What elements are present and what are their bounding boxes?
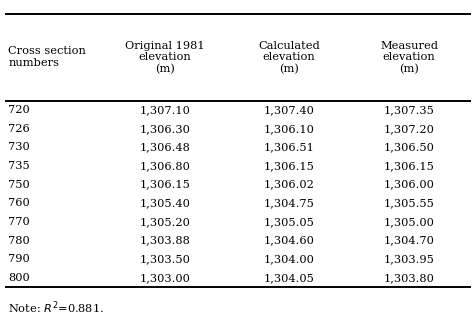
Text: 1,306.10: 1,306.10 bbox=[264, 124, 314, 134]
Text: 1,306.50: 1,306.50 bbox=[383, 142, 435, 152]
Text: 1,306.15: 1,306.15 bbox=[140, 180, 191, 190]
Text: 1,303.50: 1,303.50 bbox=[140, 254, 191, 264]
Text: 1,305.05: 1,305.05 bbox=[264, 217, 314, 227]
Text: 1,304.70: 1,304.70 bbox=[383, 236, 435, 245]
Text: 1,306.02: 1,306.02 bbox=[264, 180, 314, 190]
Text: Note: $R^2$=0.881.: Note: $R^2$=0.881. bbox=[9, 299, 104, 316]
Text: 1,304.05: 1,304.05 bbox=[264, 273, 314, 283]
Text: 1,303.80: 1,303.80 bbox=[383, 273, 435, 283]
Text: 1,305.40: 1,305.40 bbox=[140, 198, 191, 208]
Text: Calculated
elevation
(m): Calculated elevation (m) bbox=[258, 40, 319, 74]
Text: 1,307.20: 1,307.20 bbox=[383, 124, 435, 134]
Text: 1,304.00: 1,304.00 bbox=[264, 254, 314, 264]
Text: 780: 780 bbox=[9, 236, 30, 245]
Text: 1,304.60: 1,304.60 bbox=[264, 236, 314, 245]
Text: 735: 735 bbox=[9, 161, 30, 171]
Text: 730: 730 bbox=[9, 142, 30, 152]
Text: 1,307.40: 1,307.40 bbox=[264, 105, 314, 115]
Text: 726: 726 bbox=[9, 124, 30, 134]
Text: 750: 750 bbox=[9, 180, 30, 190]
Text: 1,304.75: 1,304.75 bbox=[264, 198, 314, 208]
Text: 1,307.10: 1,307.10 bbox=[140, 105, 191, 115]
Text: 720: 720 bbox=[9, 105, 30, 115]
Text: 1,306.48: 1,306.48 bbox=[140, 142, 191, 152]
Text: 1,306.30: 1,306.30 bbox=[140, 124, 191, 134]
Text: 800: 800 bbox=[9, 273, 30, 283]
Text: 1,305.55: 1,305.55 bbox=[383, 198, 435, 208]
Text: 1,305.00: 1,305.00 bbox=[383, 217, 435, 227]
Text: 1,303.00: 1,303.00 bbox=[140, 273, 191, 283]
Text: 1,306.80: 1,306.80 bbox=[140, 161, 191, 171]
Text: 1,305.20: 1,305.20 bbox=[140, 217, 191, 227]
Text: Cross section
numbers: Cross section numbers bbox=[9, 46, 86, 68]
Text: 1,306.15: 1,306.15 bbox=[383, 161, 435, 171]
Text: Measured
elevation
(m): Measured elevation (m) bbox=[380, 40, 438, 74]
Text: 1,306.00: 1,306.00 bbox=[383, 180, 435, 190]
Text: Original 1981
elevation
(m): Original 1981 elevation (m) bbox=[125, 40, 205, 74]
Text: 1,303.88: 1,303.88 bbox=[140, 236, 191, 245]
Text: 770: 770 bbox=[9, 217, 30, 227]
Text: 1,303.95: 1,303.95 bbox=[383, 254, 435, 264]
Text: 790: 790 bbox=[9, 254, 30, 264]
Text: 1,306.15: 1,306.15 bbox=[264, 161, 314, 171]
Text: 1,306.51: 1,306.51 bbox=[264, 142, 314, 152]
Text: 760: 760 bbox=[9, 198, 30, 208]
Text: 1,307.35: 1,307.35 bbox=[383, 105, 435, 115]
